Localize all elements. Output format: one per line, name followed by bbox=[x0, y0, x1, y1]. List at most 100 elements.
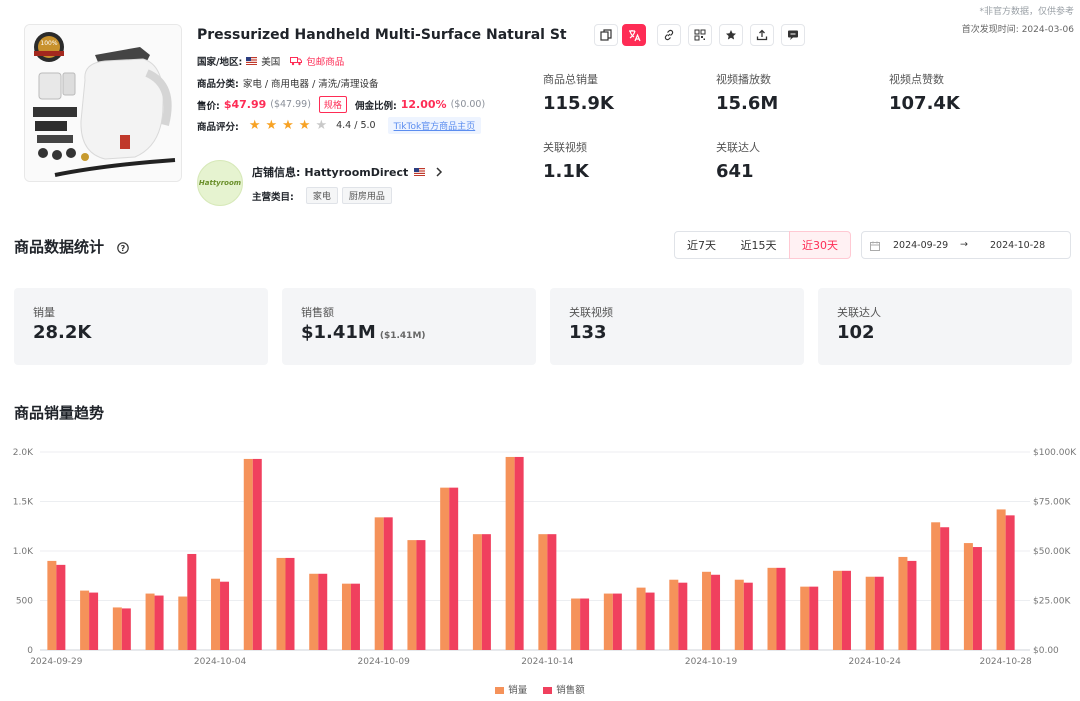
stat-label: 关联达人 bbox=[716, 141, 760, 154]
stat-label: 视频播放数 bbox=[716, 73, 771, 86]
bar-sales bbox=[178, 596, 188, 650]
bar-revenue bbox=[89, 592, 99, 650]
bar-revenue bbox=[743, 582, 753, 650]
x-tick-label: 2024-10-04 bbox=[194, 657, 247, 667]
bar-revenue bbox=[678, 582, 688, 650]
date-from[interactable]: 2024-09-29 bbox=[893, 240, 949, 251]
bar-revenue bbox=[285, 557, 295, 650]
range-30d[interactable]: 近30天 bbox=[789, 231, 851, 259]
bar-sales bbox=[963, 543, 973, 650]
stat-value: 115.9K bbox=[543, 93, 614, 114]
qrcode-button[interactable] bbox=[688, 24, 712, 46]
stat-video-plays: 视频播放数 15.6M bbox=[716, 71, 778, 114]
tiktok-product-link[interactable]: TikTok官方商品主页 bbox=[387, 117, 482, 134]
share-button[interactable] bbox=[750, 24, 774, 46]
bar-revenue bbox=[1005, 515, 1015, 650]
rating-value: 4.4 / 5.0 bbox=[336, 120, 376, 131]
range-15d[interactable]: 近15天 bbox=[728, 231, 790, 259]
country-row: 国家/地区: 美国 包邮商品 bbox=[197, 54, 344, 68]
date-range-picker[interactable]: 2024-09-29 → 2024-10-28 bbox=[861, 231, 1071, 259]
sales-trend-chart[interactable]: 0 $0.00 500 $25.00K 1.0K $50.00K 1.5K $75.00K 2.… bbox=[0, 440, 1080, 676]
bar-revenue bbox=[972, 547, 982, 650]
commission-label: 佣金比例: bbox=[354, 100, 397, 112]
country-value: 美国 bbox=[261, 57, 281, 68]
x-tick-label: 2024-10-14 bbox=[521, 657, 574, 667]
bar-sales bbox=[112, 607, 122, 650]
copy-button[interactable] bbox=[594, 24, 618, 46]
rating-label: 商品评分: bbox=[197, 121, 239, 133]
shop-name[interactable]: HattyroomDirect bbox=[304, 165, 409, 179]
bar-revenue bbox=[580, 598, 590, 650]
country-label: 国家/地区: bbox=[197, 57, 243, 68]
bar-sales bbox=[832, 570, 842, 650]
price-label: 售价: bbox=[197, 100, 220, 112]
bar-revenue bbox=[645, 592, 655, 650]
bar-revenue bbox=[547, 534, 557, 650]
spec-button[interactable]: 规格 bbox=[318, 96, 347, 113]
main-category-chip: 家电 bbox=[305, 187, 338, 204]
bar-revenue bbox=[121, 608, 131, 650]
product-image[interactable]: 100% bbox=[24, 24, 182, 182]
bar-sales bbox=[865, 576, 875, 650]
card-value: $1.41M bbox=[301, 322, 376, 343]
star-icon: ★ bbox=[248, 118, 266, 133]
x-tick-label: 2024-10-28 bbox=[979, 657, 1032, 667]
favorite-button[interactable] bbox=[719, 24, 743, 46]
bar-sales bbox=[47, 560, 57, 650]
free-shipping-tag: 包邮商品 bbox=[306, 57, 345, 68]
stat-label: 视频点赞数 bbox=[889, 73, 944, 86]
bar-sales bbox=[341, 583, 351, 650]
bar-revenue bbox=[220, 581, 230, 650]
link-button[interactable] bbox=[657, 24, 681, 46]
category-value[interactable]: 家电 / 商用电器 / 清洗/清理设备 bbox=[242, 79, 379, 90]
stat-label: 关联视频 bbox=[543, 141, 587, 154]
bar-sales bbox=[898, 556, 908, 650]
stat-related-videos: 关联视频 1.1K bbox=[543, 139, 589, 182]
bar-sales bbox=[538, 534, 548, 650]
chevron-right-icon[interactable] bbox=[435, 167, 443, 177]
legend-swatch bbox=[543, 687, 553, 694]
bar-revenue bbox=[318, 573, 328, 650]
copy-icon bbox=[600, 29, 612, 41]
rating-row: 商品评分: ★★★★★ 4.4 / 5.0 TikTok官方商品主页 bbox=[197, 117, 482, 134]
date-separator: → bbox=[960, 239, 968, 250]
message-button[interactable] bbox=[781, 24, 805, 46]
y-tick-label-left: 0 bbox=[27, 646, 33, 656]
bar-sales bbox=[211, 578, 221, 650]
stat-value: 1.1K bbox=[543, 161, 589, 182]
date-to[interactable]: 2024-10-28 bbox=[990, 240, 1046, 251]
bar-sales bbox=[374, 517, 384, 650]
bar-revenue bbox=[514, 456, 524, 650]
y-tick-label-right: $75.00K bbox=[1033, 498, 1071, 508]
bar-sales bbox=[80, 590, 90, 650]
star-icon: ★ bbox=[298, 118, 316, 133]
bar-revenue bbox=[350, 583, 360, 650]
help-icon[interactable]: ? bbox=[117, 239, 129, 258]
stat-video-likes: 视频点赞数 107.4K bbox=[889, 71, 960, 114]
bar-sales bbox=[472, 534, 482, 650]
section-title: 商品数据统计 bbox=[14, 238, 105, 256]
legend-label: 销量 bbox=[508, 685, 528, 696]
card-label: 销量 bbox=[33, 306, 55, 319]
shop-info-row[interactable]: 店铺信息: HattyroomDirect bbox=[252, 164, 443, 180]
bar-revenue bbox=[711, 574, 721, 650]
card-revenue: 销售额 $1.41M ($1.41M) bbox=[282, 288, 536, 365]
legend-item-sales[interactable]: 销量 bbox=[495, 682, 527, 696]
card-sales: 销量 28.2K bbox=[14, 288, 268, 365]
legend-item-revenue[interactable]: 销售额 bbox=[543, 682, 585, 696]
steam-cleaner-illustration: 100% bbox=[25, 25, 181, 181]
y-tick-label-left: 500 bbox=[16, 597, 33, 607]
star-icon bbox=[726, 30, 736, 40]
card-sub-value: ($1.41M) bbox=[379, 331, 426, 341]
commission-alt: ($0.00) bbox=[450, 99, 486, 110]
shop-logo[interactable]: Hattyroom bbox=[197, 160, 243, 206]
upload-icon bbox=[756, 29, 768, 41]
x-tick-label: 2024-09-29 bbox=[30, 657, 83, 667]
qrcode-icon bbox=[694, 29, 706, 41]
bar-sales bbox=[276, 557, 286, 650]
range-7d[interactable]: 近7天 bbox=[674, 231, 729, 259]
product-title[interactable]: Pressurized Handheld Multi-Surface Natur… bbox=[197, 27, 567, 43]
translate-button[interactable] bbox=[622, 24, 646, 46]
card-related-videos: 关联视频 133 bbox=[550, 288, 804, 365]
bar-revenue bbox=[56, 564, 66, 650]
